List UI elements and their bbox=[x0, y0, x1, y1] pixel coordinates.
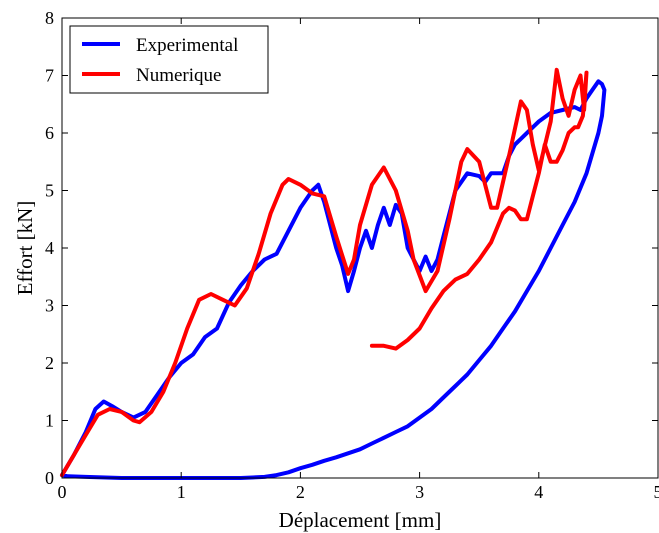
tick-layer: 0 1 2 3 4 5 0 1 2 3 4 5 6 7 8 bbox=[45, 8, 659, 502]
plot-area: 0 1 2 3 4 5 0 1 2 3 4 5 6 7 8 bbox=[45, 8, 659, 502]
y-axis-label: Effort [kN] bbox=[13, 201, 37, 296]
y-tick-label-1: 1 bbox=[45, 411, 54, 431]
x-tick-label-2: 2 bbox=[296, 482, 305, 502]
x-tick-label-4: 4 bbox=[534, 482, 543, 502]
x-tick-label-3: 3 bbox=[415, 482, 424, 502]
x-tick-label-5: 5 bbox=[654, 482, 659, 502]
y-tick-label-2: 2 bbox=[45, 353, 54, 373]
y-tick-label-0: 0 bbox=[45, 468, 54, 488]
legend-label-numerique: Numerique bbox=[136, 65, 221, 86]
legend-label-experimental: Experimental bbox=[136, 35, 238, 56]
y-tick-label-5: 5 bbox=[45, 181, 54, 201]
y-tick-label-4: 4 bbox=[45, 238, 54, 258]
series-layer bbox=[60, 67, 607, 480]
legend: Experimental Numerique bbox=[69, 25, 269, 94]
x-tick-label-1: 1 bbox=[177, 482, 186, 502]
x-tick-label-0: 0 bbox=[58, 482, 67, 502]
y-tick-label-7: 7 bbox=[45, 66, 54, 86]
y-tick-label-8: 8 bbox=[45, 8, 54, 28]
legend-box bbox=[69, 25, 269, 94]
series-line-numerique bbox=[60, 67, 589, 478]
y-tick-label-3: 3 bbox=[45, 296, 54, 316]
y-tick-label-6: 6 bbox=[45, 123, 54, 143]
x-axis-label: Déplacement [mm] bbox=[279, 508, 442, 532]
